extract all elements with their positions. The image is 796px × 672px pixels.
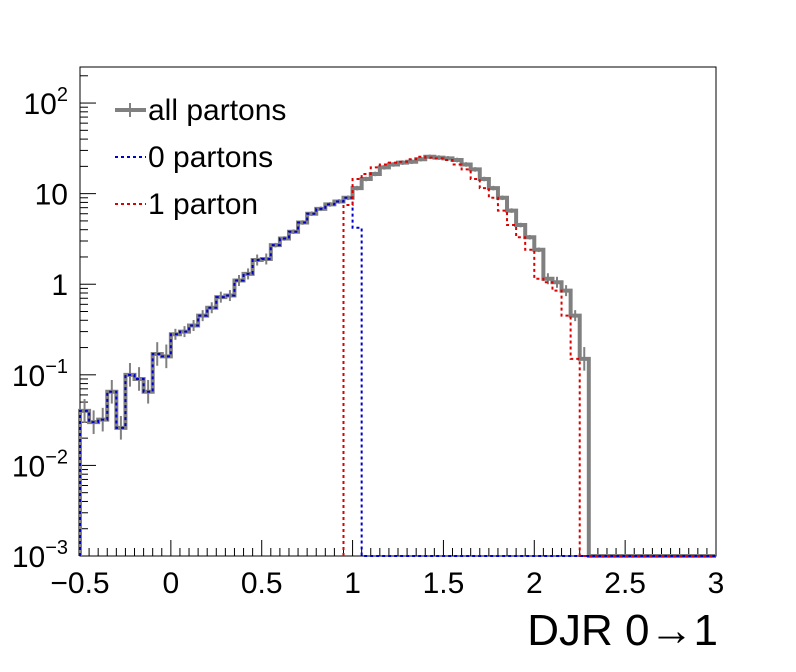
legend-label: 0 partons [148,141,273,174]
x-axis-ticks [79,540,717,556]
series-line [79,196,716,557]
series-layer [78,154,716,558]
x-tick-label: 2.5 [604,567,646,600]
legend-item: all partons [115,94,286,127]
x-tick-label: 0 [163,567,180,600]
y-tick-label: 10−3 [12,537,68,574]
y-tick-label: 10 [35,179,68,212]
x-tick-label: 1.5 [423,567,465,600]
x-axis-tick-labels: −0.5 0 0.5 1 1.5 2 2.5 3 [50,567,724,600]
x-tick-label: 0.5 [241,567,283,600]
y-axis-ticks [80,75,96,557]
x-axis-title: DJR 0→1 [527,606,718,655]
y-tick-label: 102 [24,84,69,121]
legend-item: 1 parton [115,188,258,221]
y-axis-tick-labels: 10−3 10−2 10−1 1 10 102 [12,84,68,574]
series-line [342,155,716,557]
y-tick-label: 10−2 [12,446,68,483]
legend-label: all partons [148,94,286,127]
series-0-partons [79,196,716,557]
legend: all partons 0 partons 1 parton [115,94,286,221]
legend-item: 0 partons [115,141,273,174]
x-tick-label: −0.5 [50,567,109,600]
y-tick-label: 10−1 [12,356,68,393]
x-tick-label: 3 [708,567,725,600]
x-tick-label: 2 [526,567,543,600]
x-tick-label: 1 [344,567,361,600]
series-1-parton [342,155,716,557]
legend-label: 1 parton [148,188,258,221]
y-tick-label: 1 [51,269,68,302]
